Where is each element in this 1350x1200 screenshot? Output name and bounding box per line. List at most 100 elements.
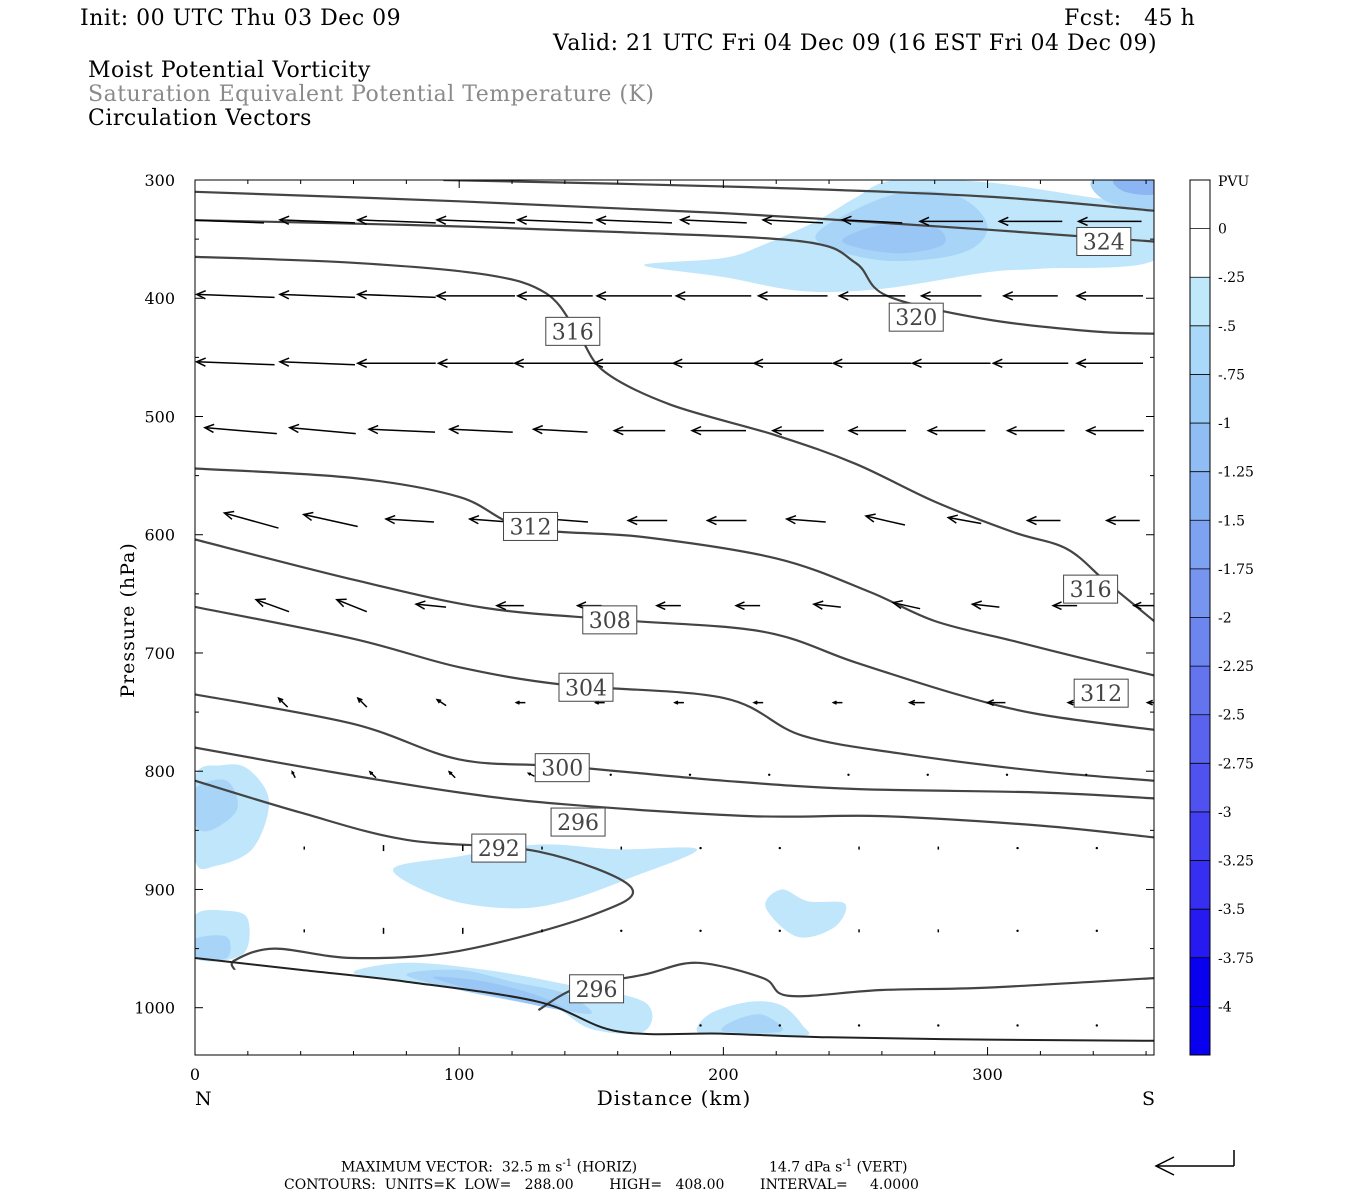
vector [1001,291,1058,301]
vector-head [770,425,783,436]
vector-head [997,216,1009,227]
contour-label-box [534,753,590,783]
x-tick-label: 100 [444,1065,475,1084]
vector [690,425,747,436]
vector-head [907,699,916,706]
colorbar-units: PVU [1218,174,1250,190]
vector [526,772,535,777]
vector-head [812,600,824,610]
vector-head [1075,291,1087,301]
vector [655,601,681,611]
vector-shaft [279,293,355,299]
vector-head [195,289,206,300]
vector-head [761,215,773,226]
contour-label: 312 [1073,678,1129,708]
vector [997,216,1063,227]
vector-dot [1164,774,1166,776]
vector [970,600,1000,610]
vector [768,773,771,776]
vector-shaft [415,603,447,608]
contour-label: 324 [1076,226,1132,256]
vector [595,291,672,301]
vector [778,929,781,933]
colorbar-label: -4 [1218,999,1232,1015]
contour-label-text: 320 [895,306,937,331]
vector [1164,774,1166,776]
vector [356,696,368,708]
vector [414,600,447,610]
vector-head [447,770,453,776]
vector-head [985,699,995,707]
vector-dot [1016,1024,1019,1027]
vector-shaft [224,512,279,529]
vector-head [1075,358,1087,369]
vector-shaft [762,219,824,224]
colorbar-label: -.25 [1218,270,1245,286]
vector [355,358,436,369]
contour-label: 320 [888,302,944,332]
y-tick-label: 400 [144,289,175,308]
vector-dot [1175,1024,1177,1026]
vector-head [436,358,448,369]
vector-head [918,216,930,227]
vector-head [926,425,938,436]
vector-dot [1085,773,1088,776]
pv-region [721,1014,783,1034]
vector [864,513,906,526]
vector [355,289,436,300]
vector [699,1024,702,1027]
vector-head [1076,216,1088,227]
vector-dot [1016,846,1019,850]
vector-dot [699,846,702,850]
vector [699,929,702,933]
vector-head [278,357,290,367]
contour-line-316 [195,255,1154,622]
reference-vector [1154,1150,1235,1176]
vector-head [203,423,215,434]
contours-info: CONTOURS: UNITS=K LOW= 288.00 HIGH= 408.… [284,1177,919,1193]
vector [1016,929,1019,933]
vector-head [356,696,363,703]
vector-head [335,598,347,608]
y-tick-label: 700 [144,644,175,663]
vector-head [1051,601,1062,611]
vector-head [1084,425,1097,436]
vector [368,770,377,779]
colorbar: 0 -.25 -.5 -.75 -1 -1.25 -1.5 -1.75 -2 -2.25 -2.5 -… [1189,179,1254,1056]
vector [1075,291,1144,301]
contour-line-324 [443,180,1154,212]
vector-head [626,515,638,526]
vector-dot [699,929,702,933]
vector-head [1005,425,1017,436]
vector-shaft [195,219,265,224]
y-tick-label: 300 [144,171,175,190]
vector-head [435,698,442,704]
vector-head [1132,601,1142,610]
circulation-vectors [195,215,1177,1027]
contour-label-box [1076,226,1132,256]
vector [752,358,833,369]
vector-dot [857,1024,861,1027]
contour-label-text: 296 [557,811,599,836]
vector-head [355,289,368,300]
contour-label: 308 [582,605,638,635]
vector [515,215,593,225]
contour-label-text: 316 [552,320,594,345]
vector-shaft [368,428,436,433]
vector-dot [699,1024,702,1027]
colorbar-bin [1190,666,1210,716]
vector-shaft [357,219,436,224]
contour-line-292 [195,779,634,971]
contour-label-text: 292 [478,837,520,862]
vector-head [837,291,849,301]
vector-shaft [596,219,673,224]
vector [1175,1024,1177,1026]
colorbar-bin [1190,909,1210,959]
vector [673,700,684,705]
vector [1016,846,1019,850]
vector [278,289,355,300]
contour-label-box [471,833,527,863]
vector-head [512,358,525,369]
x-tick-label: 200 [708,1065,739,1084]
vector [278,357,355,367]
